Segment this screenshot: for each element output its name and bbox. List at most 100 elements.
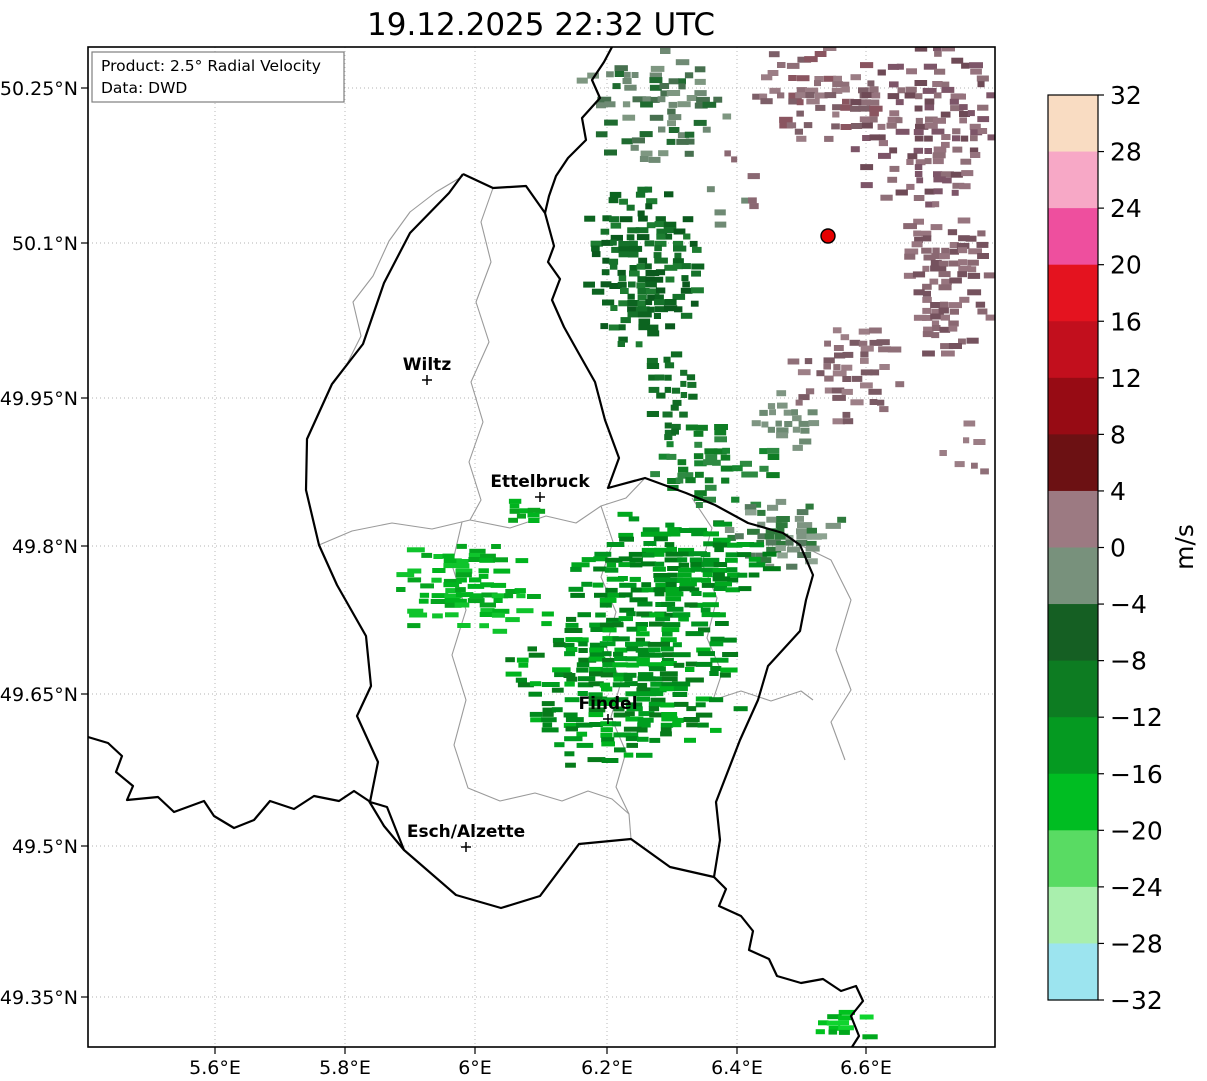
radar-cell bbox=[749, 542, 764, 548]
radar-cell bbox=[976, 241, 989, 248]
radar-cell bbox=[619, 592, 633, 598]
radar-cell bbox=[626, 646, 639, 652]
radar-cell bbox=[672, 692, 688, 697]
radar-cell bbox=[804, 358, 813, 365]
radar-cell bbox=[749, 203, 759, 210]
colorbar-segment bbox=[1048, 434, 1098, 492]
colorbar-segment bbox=[1048, 208, 1098, 266]
radar-cell bbox=[922, 350, 935, 357]
radar-cell bbox=[831, 123, 840, 130]
radar-cell bbox=[678, 551, 694, 557]
radar-cell bbox=[624, 711, 635, 717]
radar-cell bbox=[679, 411, 688, 418]
radar-cell bbox=[805, 87, 819, 94]
colorbar-tick-label: 28 bbox=[1110, 138, 1142, 167]
radar-cell bbox=[655, 531, 672, 537]
radar-cell bbox=[647, 294, 658, 301]
radar-cell bbox=[959, 111, 970, 117]
radar-cell bbox=[654, 547, 673, 553]
radar-cell bbox=[713, 586, 727, 591]
radar-cell bbox=[806, 527, 817, 534]
radar-cell bbox=[828, 1029, 838, 1035]
colorbar-segment bbox=[1048, 321, 1098, 379]
radar-cell bbox=[565, 762, 576, 768]
radar-cell bbox=[636, 234, 650, 241]
radar-cell bbox=[914, 47, 928, 52]
radar-cell bbox=[842, 376, 851, 382]
radar-cell bbox=[667, 527, 682, 533]
radar-cell bbox=[695, 712, 713, 718]
radar-cell bbox=[702, 602, 719, 608]
radar-cell bbox=[618, 241, 632, 247]
radar-cell bbox=[642, 552, 655, 558]
radar-cell bbox=[608, 258, 619, 265]
radar-cell bbox=[706, 186, 715, 193]
colorbar-segment bbox=[1048, 773, 1098, 831]
radar-cell bbox=[663, 227, 677, 233]
radar-cell bbox=[796, 75, 810, 82]
radar-cell bbox=[714, 547, 724, 553]
radar-cell bbox=[667, 478, 681, 484]
radar-cell bbox=[661, 712, 678, 717]
radar-cell bbox=[714, 429, 727, 436]
radar-patch-east-mauve-column bbox=[903, 217, 995, 357]
radar-cell bbox=[599, 641, 616, 647]
radar-cell bbox=[672, 612, 691, 618]
radar-cell bbox=[941, 247, 950, 254]
radar-cell bbox=[564, 697, 580, 703]
radar-cell bbox=[479, 602, 496, 608]
radar-cell bbox=[795, 92, 806, 99]
colorbar-unit-label: m/s bbox=[1170, 524, 1199, 570]
radar-cell bbox=[889, 165, 900, 172]
y-tick-label: 50.1°N bbox=[12, 233, 78, 255]
radar-cell bbox=[786, 563, 798, 570]
radar-cell bbox=[685, 138, 695, 145]
radar-cell bbox=[712, 542, 730, 548]
radar-cell bbox=[672, 293, 686, 300]
radar-cell bbox=[963, 420, 976, 427]
radar-cell bbox=[823, 47, 837, 51]
radar-cell bbox=[565, 717, 584, 723]
radar-cell bbox=[842, 351, 854, 358]
radar-cell bbox=[923, 254, 936, 261]
radar-cell bbox=[661, 658, 674, 663]
radar-cell bbox=[832, 111, 840, 118]
radar-cell bbox=[686, 374, 696, 381]
radar-cell bbox=[676, 138, 689, 145]
radar-cell bbox=[529, 711, 543, 717]
radar-cell bbox=[649, 691, 664, 697]
radar-cell bbox=[838, 1025, 854, 1031]
radar-cell bbox=[600, 667, 617, 673]
radar-cell bbox=[654, 374, 665, 381]
radar-cell bbox=[662, 652, 674, 658]
radar-cell bbox=[769, 87, 781, 94]
radar-cell bbox=[776, 540, 786, 547]
radar-cell bbox=[667, 572, 678, 578]
radar-cell bbox=[636, 752, 653, 758]
radar-cell bbox=[622, 114, 636, 121]
radar-cell bbox=[635, 647, 649, 653]
radar-cell bbox=[806, 533, 822, 540]
radar-cell bbox=[649, 676, 664, 682]
radar-cell bbox=[627, 311, 641, 318]
radar-cell bbox=[621, 138, 633, 145]
radar-cell bbox=[407, 568, 422, 574]
radar-cell bbox=[824, 375, 834, 382]
radar-cell bbox=[649, 712, 668, 718]
radar-cell bbox=[663, 305, 678, 312]
radar-cell bbox=[659, 686, 675, 692]
radar-cell bbox=[851, 375, 863, 382]
radar-cell bbox=[432, 568, 446, 573]
plot-frame bbox=[87, 46, 996, 1048]
radar-cell bbox=[622, 101, 631, 108]
radar-cell bbox=[731, 496, 740, 503]
radar-cell bbox=[597, 96, 612, 103]
radar-cell bbox=[624, 84, 637, 91]
radar-site-dot bbox=[820, 228, 836, 244]
radar-cell bbox=[677, 572, 692, 578]
radar-cell bbox=[667, 120, 676, 127]
radar-cell bbox=[518, 662, 529, 668]
radar-cell bbox=[409, 612, 428, 618]
radar-cell bbox=[636, 641, 651, 647]
radar-cell bbox=[797, 369, 811, 376]
